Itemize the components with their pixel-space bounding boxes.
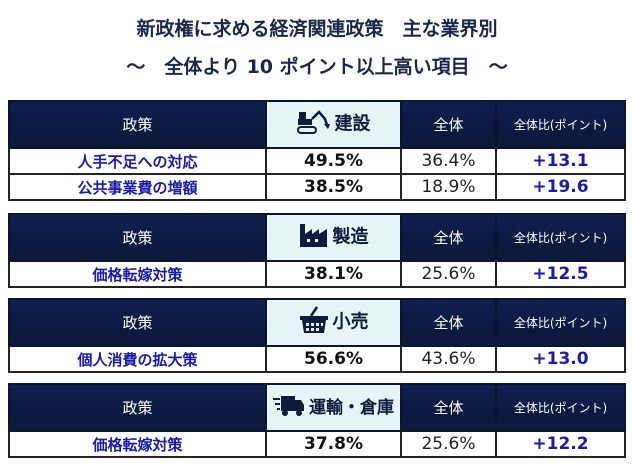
diff-cell: +12.5 [495,260,626,288]
section-manufacturing: 政策 製造 全体 全体比(ポイント) 価格転嫁対策 38.1% 25.6% +1… [8,213,626,288]
policy-cell: 人手不足への対応 [8,147,267,175]
table-row: 価格転嫁対策 38.1% 25.6% +12.5 [8,260,626,288]
industry-value-cell: 38.1% [265,260,402,288]
header-policy: 政策 [8,383,267,432]
diff-cell: +19.6 [495,173,626,201]
header-industry: 小売 [265,298,402,347]
diff-cell: +13.1 [495,147,626,175]
total-cell: 18.9% [400,173,497,201]
excavator-icon [296,109,331,140]
header-industry: 製造 [265,213,402,262]
industry-label: 運輸・倉庫 [309,398,394,419]
header-total: 全体 [400,383,497,432]
section-retail: 政策 小売 全体 全体比(ポイント) 個人消費の拡大策 56.6% 43.6% … [8,298,626,373]
shopping-basket-icon [299,306,329,339]
total-cell: 36.4% [400,147,497,175]
industry-label: 小売 [332,311,369,333]
page-title: 新政権に求める経済関連政策 主な業界別 [136,18,498,40]
factory-icon [299,222,329,253]
policy-cell: 個人消費の拡大策 [8,345,267,373]
header-total: 全体 [400,298,497,347]
total-cell: 25.6% [400,430,497,458]
policy-cell: 価格転嫁対策 [8,260,267,288]
policy-cell: 価格転嫁対策 [8,430,267,458]
header-diff: 全体比(ポイント) [495,298,626,347]
header-policy: 政策 [8,213,267,262]
table-header: 政策 建設 全体 全体比(ポイント) [8,100,626,149]
policy-cell: 公共事業費の増額 [8,173,267,201]
total-cell: 43.6% [400,345,497,373]
industry-value-cell: 49.5% [265,147,402,175]
diff-cell: +13.0 [495,345,626,373]
table-header: 政策 製造 全体 全体比(ポイント) [8,213,626,262]
table-row: 個人消費の拡大策 56.6% 43.6% +13.0 [8,345,626,373]
header-industry: 運輸・倉庫 [265,383,402,432]
page-subtitle: ～ 全体より 10 ポイント以上高い項目 ～ [126,56,508,78]
industry-label: 建設 [334,113,371,135]
header-diff: 全体比(ポイント) [495,100,626,149]
industry-value-cell: 37.8% [265,430,402,458]
table-row: 公共事業費の増額 38.5% 18.9% +19.6 [8,173,626,201]
header-diff: 全体比(ポイント) [495,383,626,432]
total-cell: 25.6% [400,260,497,288]
diff-cell: +12.2 [495,430,626,458]
header-industry: 建設 [265,100,402,149]
section-logistics: 政策 運輸・倉庫 全体 全体比(ポイント) 価格転嫁対策 37.8% 25.6%… [8,383,626,458]
industry-value-cell: 38.5% [265,173,402,201]
policy-table: 政策 建設 全体 全体比(ポイント) 人手不足への対応 49.5% 36.4% … [8,100,626,201]
policy-table: 政策 運輸・倉庫 全体 全体比(ポイント) 価格転嫁対策 37.8% 25.6%… [8,383,626,458]
industry-value-cell: 56.6% [265,345,402,373]
header-diff: 全体比(ポイント) [495,213,626,262]
policy-table: 政策 小売 全体 全体比(ポイント) 個人消費の拡大策 56.6% 43.6% … [8,298,626,373]
header-policy: 政策 [8,100,267,149]
table-header: 政策 小売 全体 全体比(ポイント) [8,298,626,347]
header-policy: 政策 [8,298,267,347]
table-row: 人手不足への対応 49.5% 36.4% +13.1 [8,147,626,175]
header-total: 全体 [400,100,497,149]
table-header: 政策 運輸・倉庫 全体 全体比(ポイント) [8,383,626,432]
table-row: 価格転嫁対策 37.8% 25.6% +12.2 [8,430,626,458]
policy-table: 政策 製造 全体 全体比(ポイント) 価格転嫁対策 38.1% 25.6% +1… [8,213,626,288]
truck-icon [273,395,305,422]
industry-label: 製造 [332,226,369,248]
section-construction: 政策 建設 全体 全体比(ポイント) 人手不足への対応 49.5% 36.4% … [8,100,626,201]
header-total: 全体 [400,213,497,262]
